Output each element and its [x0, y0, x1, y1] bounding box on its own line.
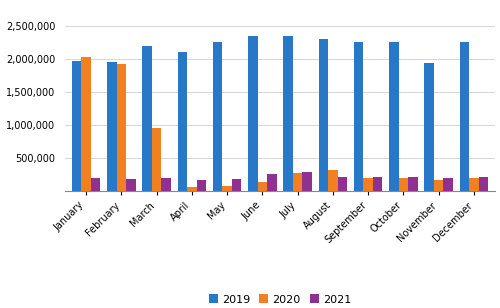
Bar — [142, 46, 152, 191]
Bar — [72, 61, 82, 191]
Bar — [444, 178, 453, 191]
Legend: 2019, 2020, 2021: 2019, 2020, 2021 — [204, 290, 356, 308]
Bar — [424, 63, 434, 191]
Bar — [364, 178, 373, 191]
Bar — [82, 58, 91, 191]
Bar — [107, 62, 117, 191]
Bar — [293, 173, 302, 191]
Bar — [338, 177, 347, 191]
Bar — [213, 42, 222, 191]
Bar — [460, 42, 469, 191]
Bar — [398, 178, 408, 191]
Bar — [126, 179, 136, 191]
Bar — [354, 42, 364, 191]
Bar — [222, 186, 232, 191]
Bar — [187, 187, 196, 191]
Bar — [469, 178, 478, 191]
Bar — [318, 39, 328, 191]
Bar — [116, 64, 126, 191]
Bar — [389, 42, 398, 191]
Bar — [434, 180, 444, 191]
Bar — [91, 178, 101, 191]
Bar — [248, 36, 258, 191]
Bar — [408, 177, 418, 191]
Bar — [232, 179, 241, 191]
Bar — [267, 174, 276, 191]
Bar — [478, 177, 488, 191]
Bar — [302, 172, 312, 191]
Bar — [152, 128, 162, 191]
Bar — [258, 182, 267, 191]
Bar — [162, 178, 171, 191]
Bar — [196, 180, 206, 191]
Bar — [373, 177, 382, 191]
Bar — [284, 36, 293, 191]
Bar — [328, 170, 338, 191]
Bar — [178, 51, 187, 191]
